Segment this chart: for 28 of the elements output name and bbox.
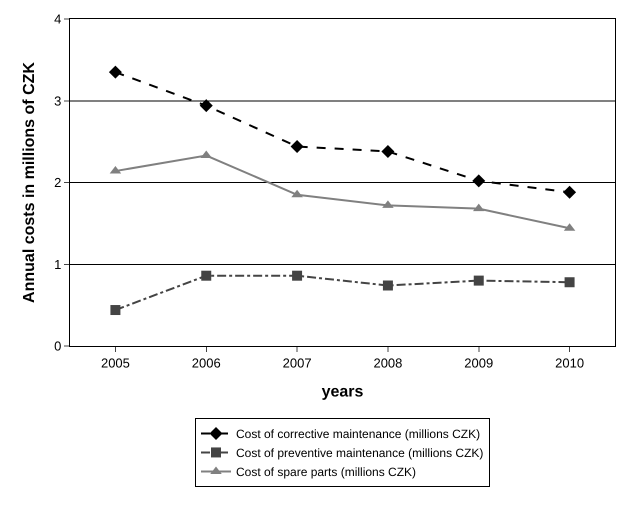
- y-tick-label: 1: [54, 256, 62, 272]
- y-tick-label: 0: [54, 338, 62, 354]
- y-tick-label: 3: [54, 93, 62, 108]
- y-tick-label: 2: [54, 175, 62, 190]
- point: [110, 305, 120, 316]
- x-tick-label: 2007: [282, 356, 312, 371]
- point: [290, 140, 304, 154]
- point: [201, 270, 212, 281]
- legend-label: Cost of preventive maintenance (millions CZK): [236, 446, 484, 460]
- point: [564, 277, 575, 288]
- x-tick-label: 2009: [464, 356, 494, 371]
- point: [563, 186, 576, 199]
- x-tick-label: 2005: [100, 356, 130, 371]
- x-axis-title: years: [322, 383, 364, 400]
- x-tick-label: 2006: [192, 356, 221, 371]
- y-tick-label: 4: [54, 12, 62, 27]
- point: [472, 174, 486, 188]
- legend-label: Cost of spare parts (millions CZK): [236, 465, 416, 480]
- legend-label: Cost of corrective maintenance (millions CZK): [236, 427, 480, 442]
- point: [474, 276, 484, 286]
- point: [200, 99, 213, 112]
- point: [108, 66, 122, 79]
- x-tick-label: 2008: [373, 356, 402, 371]
- point: [382, 280, 393, 291]
- x-tick-label: 2010: [555, 356, 584, 371]
- point: [381, 144, 394, 158]
- point: [292, 270, 302, 281]
- y-axis-title: Annual costs in millions of CZK: [21, 62, 38, 303]
